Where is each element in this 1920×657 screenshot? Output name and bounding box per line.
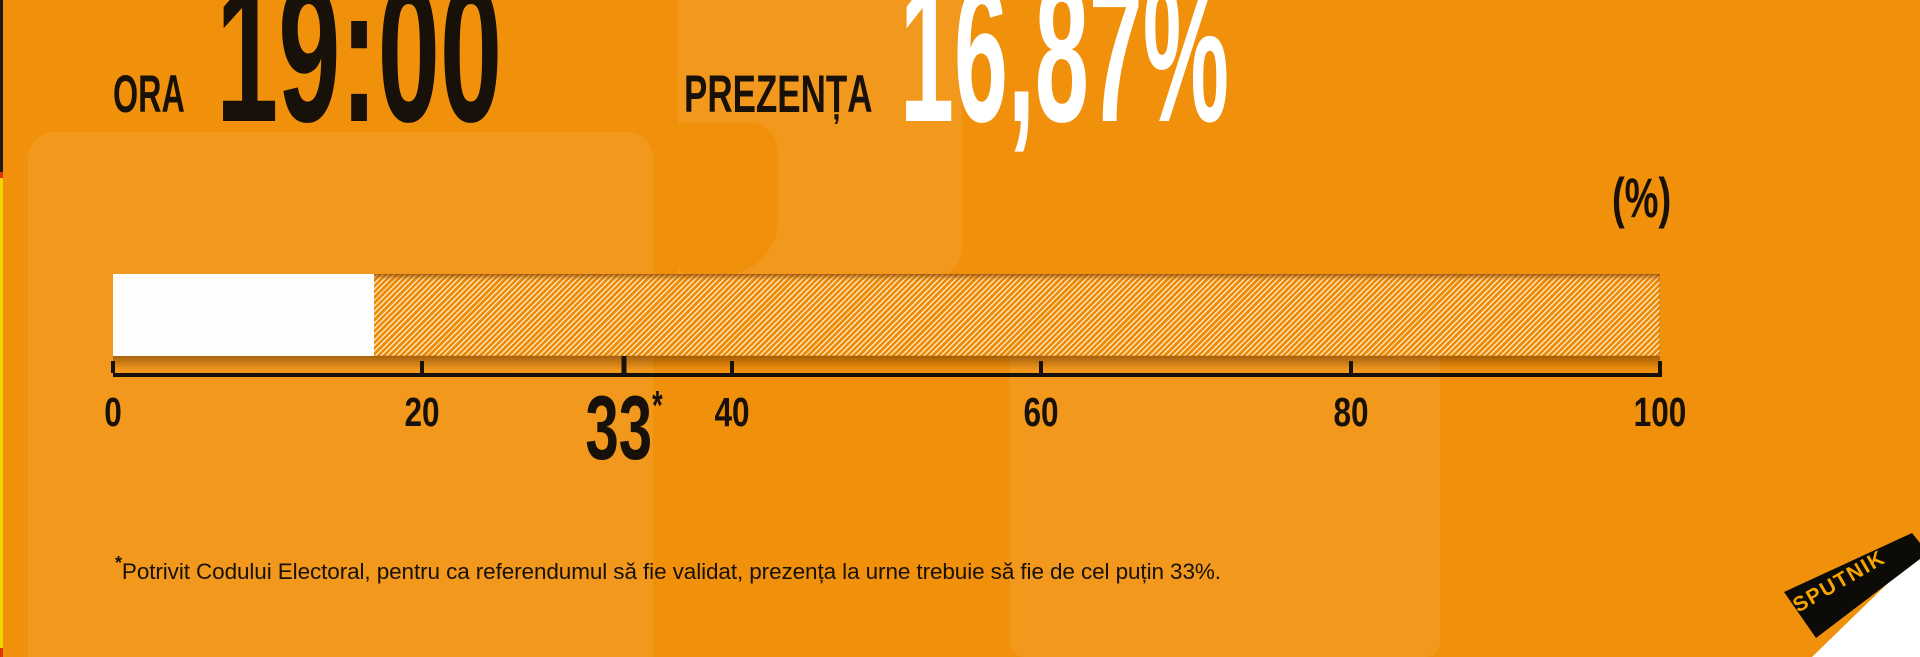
sputnik-corner-logo: SPUTNIK	[1784, 533, 1920, 657]
threshold-tick	[621, 356, 626, 373]
left-edge-red-strip-top	[0, 172, 3, 178]
footnote-marker: *	[115, 553, 122, 573]
logo-ribbon	[1784, 533, 1920, 638]
percent-unit-label: (%)	[1612, 166, 1672, 229]
axis-tick	[1039, 361, 1044, 373]
axis-ticks: 33* 0 20 40 60 80 100	[104, 0, 1686, 657]
threshold-value: 33	[584, 378, 652, 479]
bar-fill	[113, 274, 374, 356]
axis-tick	[420, 361, 425, 373]
axis-line	[113, 373, 1662, 377]
threshold-asterisk: *	[651, 382, 663, 428]
axis-tick	[729, 361, 734, 373]
axis-tick	[111, 361, 115, 373]
left-edge-red-strip-bottom	[0, 648, 3, 657]
axis-tick-label: 20	[404, 389, 440, 435]
axis-tick-label: 0	[104, 389, 122, 435]
turnout-label: PREZENȚA	[684, 65, 873, 124]
axis-tick-label: 80	[1333, 389, 1369, 435]
watermark-box-shape	[28, 132, 653, 657]
axis-tick-label: 100	[1633, 389, 1687, 435]
bar-drop-shadow	[113, 356, 1660, 370]
axis-tick	[1658, 361, 1662, 373]
watermark-hand-notch	[678, 122, 778, 275]
left-edge-black-strip	[0, 0, 3, 172]
left-edge-yellow-strip	[0, 178, 3, 648]
axis-tick-label: 40	[714, 389, 750, 435]
time-value: 19:00	[216, 0, 503, 163]
turnout-progress-bar	[113, 274, 1660, 356]
footnote: *Potrivit Codului Electoral, pentru ca r…	[115, 553, 1221, 586]
axis-tick-label: 60	[1023, 389, 1059, 435]
turnout-value: 16,87%	[900, 0, 1230, 163]
axis-tick	[1348, 361, 1353, 373]
threshold-label: 33*	[585, 383, 662, 474]
footnote-text: Potrivit Codului Electoral, pentru ca re…	[121, 559, 1221, 584]
watermark-box-front-shape	[1010, 340, 1440, 657]
time-label: ORA	[113, 65, 185, 124]
